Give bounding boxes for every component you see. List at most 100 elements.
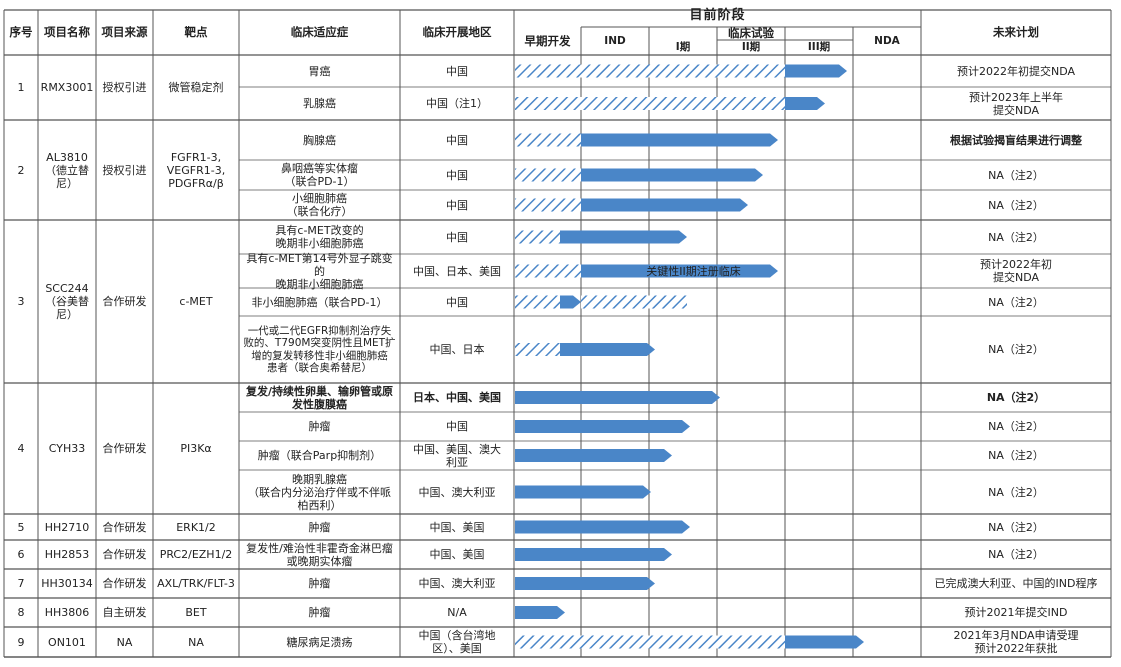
project-name: ON101 — [48, 635, 86, 649]
project-name: AL3810 （德立替 尼） — [45, 150, 89, 190]
indication-cell: 非小细胞肺癌（联合PD-1） — [251, 295, 388, 309]
plan-cell: NA（注2） — [988, 485, 1044, 499]
progress-bar-hatched — [515, 133, 581, 147]
indication-cell: 糖尿病足溃疡 — [286, 635, 353, 649]
bar-label: 关键性II期注册临床 — [646, 264, 741, 278]
region-cell: 中国 — [446, 230, 468, 244]
project-target: c-MET — [179, 295, 213, 308]
plan-cell: 已完成澳大利亚、中国的IND程序 — [934, 577, 1098, 590]
header-region: 临床开展地区 — [422, 25, 492, 39]
region-cell: 中国 — [446, 295, 468, 309]
project-seq: 1 — [17, 81, 25, 94]
progress-bar-hatched — [515, 64, 785, 78]
header-phase1: I期 — [675, 41, 691, 53]
header-clinical-trial: 临床试验 — [728, 26, 774, 40]
plan-cell: NA（注2） — [986, 391, 1046, 404]
progress-bar-solid — [581, 198, 748, 212]
progress-bar-solid — [581, 264, 778, 278]
indication-cell: 肿瘤 — [308, 606, 331, 619]
progress-bar-solid — [515, 606, 565, 619]
header-plan: 未来计划 — [993, 25, 1039, 39]
progress-bar-solid — [581, 133, 778, 147]
region-cell: 中国（含台湾地 区）、美国 — [418, 629, 496, 655]
indication-cell: 晚期乳腺癌 （联合内分泌治疗伴或不伴哌 柏西利） — [248, 472, 391, 512]
plan-cell: NA（注2） — [988, 198, 1044, 212]
project-target: BET — [185, 606, 207, 619]
region-cell: 中国 — [446, 168, 468, 182]
indication-cell: 小细胞肺癌 （联合化疗） — [286, 192, 353, 218]
project-source: 合作研发 — [102, 295, 147, 308]
progress-bar-solid — [785, 64, 847, 78]
region-cell: 中国 — [446, 133, 468, 147]
plan-cell: NA（注2） — [988, 230, 1044, 244]
progress-bar-hatched — [515, 198, 581, 212]
progress-bar-hatched — [515, 230, 560, 244]
progress-bar-hatched — [515, 295, 560, 309]
indication-cell: 肿瘤 — [308, 520, 331, 534]
plan-cell: NA（注2） — [988, 520, 1044, 534]
project-name: HH30134 — [41, 577, 93, 590]
region-cell: 中国、日本 — [429, 343, 485, 356]
project-target: PI3Kα — [180, 442, 212, 455]
indication-cell: 肿瘤 — [308, 577, 331, 590]
indication-cell: 复发/持续性卵巢、输卵管或原 发性腹膜癌 — [245, 384, 394, 411]
header-ind: IND — [604, 34, 626, 47]
progress-bar-solid — [515, 577, 655, 590]
plan-cell: NA（注2） — [988, 168, 1044, 182]
region-cell: 中国、澳大利亚 — [418, 485, 496, 499]
plan-cell: 预计2023年上半年 提交NDA — [969, 90, 1063, 117]
progress-bar-hatched — [515, 635, 785, 649]
progress-bar-solid — [515, 485, 651, 499]
indication-cell: 具有c-MET改变的 晚期非小细胞肺癌 — [275, 224, 364, 250]
progress-bar-solid — [560, 343, 655, 356]
region-cell: 中国 — [446, 198, 468, 212]
plan-cell: NA（注2） — [988, 548, 1044, 561]
project-seq: 8 — [17, 606, 25, 619]
project-target: FGFR1-3, VEGFR1-3, PDGFRα/β — [166, 150, 226, 190]
project-seq: 4 — [17, 442, 25, 455]
progress-bar-solid — [560, 230, 687, 244]
project-source: 合作研发 — [102, 548, 147, 561]
project-source: 授权引进 — [102, 81, 147, 94]
progress-bar-hatched-tail — [581, 295, 687, 309]
indication-cell: 肿瘤（联合Parp抑制剂） — [257, 449, 382, 462]
plan-cell: NA（注2） — [988, 420, 1044, 433]
plan-cell: NA（注2） — [988, 449, 1044, 462]
progress-bar-solid — [560, 295, 581, 309]
plan-cell: 2021年3月NDA申请受理 预计2022年获批 — [953, 629, 1079, 655]
indication-cell: 一代或二代EGFR抑制剂治疗失 败的、T790M突变阴性且MET扩 增的复发转移… — [243, 324, 396, 375]
project-name: CYH33 — [48, 442, 86, 455]
project-target: AXL/TRK/FLT-3 — [157, 577, 235, 590]
region-cell: 中国、美国 — [429, 548, 485, 561]
header-source: 项目来源 — [101, 25, 148, 39]
plan-cell: 预计2021年提交IND — [964, 606, 1068, 619]
plan-cell: 预计2022年初 提交NDA — [980, 258, 1052, 284]
header-phase3: III期 — [807, 41, 831, 53]
progress-bar-solid — [515, 391, 720, 404]
project-source: 合作研发 — [102, 442, 147, 455]
indication-cell: 乳腺癌 — [303, 97, 336, 110]
progress-bar-solid — [515, 420, 690, 433]
header-early: 早期开发 — [524, 33, 571, 48]
project-name: HH2710 — [44, 520, 90, 534]
project-name: SCC244 （谷美替 尼） — [45, 282, 89, 321]
indication-cell: 胃癌 — [308, 64, 331, 78]
project-seq: 9 — [17, 635, 25, 649]
region-cell: 中国（注1） — [426, 97, 488, 110]
plan-cell: 根据试验揭盲结果进行调整 — [950, 133, 1082, 147]
project-name: RMX3001 — [40, 81, 94, 94]
project-target: PRC2/EZH1/2 — [159, 548, 233, 561]
header-current-stage: 目前阶段 — [689, 8, 746, 23]
project-name: HH2853 — [44, 548, 90, 561]
indication-cell: 复发性/难治性非霍奇金淋巴瘤 或晚期实体瘤 — [246, 541, 393, 568]
plan-cell: NA（注2） — [988, 295, 1044, 309]
project-source: 自主研发 — [102, 606, 147, 619]
project-target: NA — [188, 635, 204, 649]
project-seq: 2 — [17, 163, 25, 177]
indication-cell: 胸腺癌 — [303, 133, 336, 147]
progress-bar-solid — [515, 548, 672, 561]
project-seq: 5 — [17, 520, 25, 534]
indication-cell: 具有c-MET第14号外显子跳变的 晚期非小细胞肺癌 — [246, 251, 393, 291]
header-phase2: II期 — [741, 41, 761, 53]
